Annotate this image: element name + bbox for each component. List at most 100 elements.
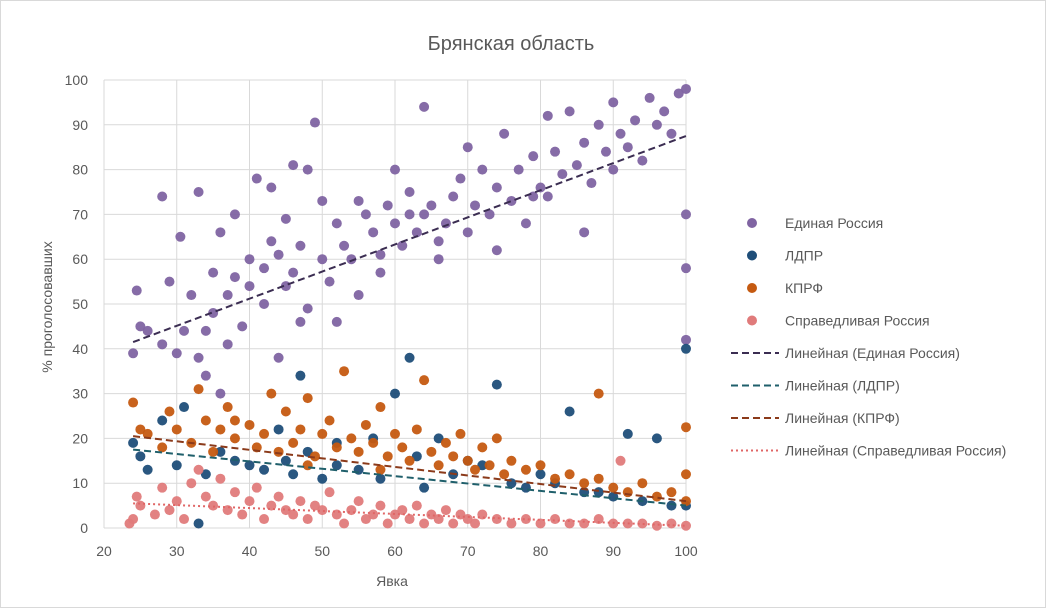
data-point [135,321,146,332]
data-point [651,491,662,502]
data-point [419,518,430,529]
data-point [237,321,248,332]
data-point [579,137,590,148]
data-point [179,325,190,336]
legend-label: Справедливая Россия [785,313,930,329]
data-point [259,263,270,274]
x-tick-label: 60 [387,543,403,559]
data-point [288,469,299,480]
data-point [251,482,262,493]
data-point [200,469,211,480]
data-point [520,514,531,525]
data-point [186,478,197,489]
data-point [131,491,142,502]
data-point [266,182,277,193]
data-point [244,496,255,507]
data-point [142,325,153,336]
trendline [132,448,687,507]
data-point [455,428,466,439]
data-point [339,518,350,529]
data-point [564,106,575,117]
chart-title: Брянская область [428,33,595,55]
data-point [615,128,626,139]
data-point [666,128,677,139]
data-point [433,236,444,247]
legend-marker [747,218,757,228]
series-2 [128,366,691,507]
data-point [550,146,561,157]
legend-marker [747,283,757,293]
data-point [470,518,481,529]
data-point [681,422,691,433]
data-point [499,128,510,139]
data-point [324,415,335,426]
series-0 [128,83,691,399]
data-point [579,227,590,238]
x-tick-label: 40 [242,543,258,559]
data-point [382,518,393,529]
trend-layer [132,135,687,527]
data-point [600,146,611,157]
data-point [419,375,430,386]
data-point [157,339,168,350]
data-point [375,402,386,413]
data-point [433,514,444,525]
data-point [208,500,219,511]
y-tick-label: 90 [72,117,88,133]
data-point [419,101,430,112]
data-point [331,442,342,453]
data-point [128,348,139,359]
data-point [317,195,328,206]
data-point [411,500,422,511]
data-point [273,249,284,260]
data-point [353,446,364,457]
data-point [433,433,444,444]
data-point [390,164,400,175]
data-point [375,473,386,484]
data-point [302,393,313,404]
x-axis-title: Явка [376,573,408,589]
data-point [462,142,473,153]
data-point [222,290,233,301]
data-point [397,505,408,516]
data-point [339,240,350,251]
x-tick-label: 50 [314,543,330,559]
data-point [579,518,590,529]
data-point [259,514,270,525]
data-point [273,446,284,457]
data-point [491,433,502,444]
data-point [280,455,291,466]
data-point [579,478,590,489]
data-point [382,451,393,462]
data-point [630,115,641,126]
x-tick-label: 20 [96,543,112,559]
data-point [513,164,524,175]
y-tick-label: 10 [72,475,88,491]
points-layer [124,83,691,531]
data-point [608,97,619,108]
data-point [651,119,662,130]
data-point [440,505,451,516]
data-point [360,514,371,525]
data-point [491,245,502,256]
legend-label: Линейная (ЛДПР) [785,378,900,394]
data-point [681,83,691,94]
data-point [433,254,444,265]
data-point [382,200,393,211]
data-point [368,437,379,448]
data-point [491,182,502,193]
data-point [175,231,186,242]
trendline [132,135,687,344]
data-point [215,424,226,435]
data-point [477,442,488,453]
data-point [448,191,459,202]
data-point [142,428,153,439]
data-point [259,299,270,309]
data-point [528,151,539,162]
data-point [251,173,262,184]
data-point [411,451,422,462]
data-point [164,406,175,417]
data-point [302,460,313,471]
data-point [171,496,182,507]
data-point [666,500,677,511]
